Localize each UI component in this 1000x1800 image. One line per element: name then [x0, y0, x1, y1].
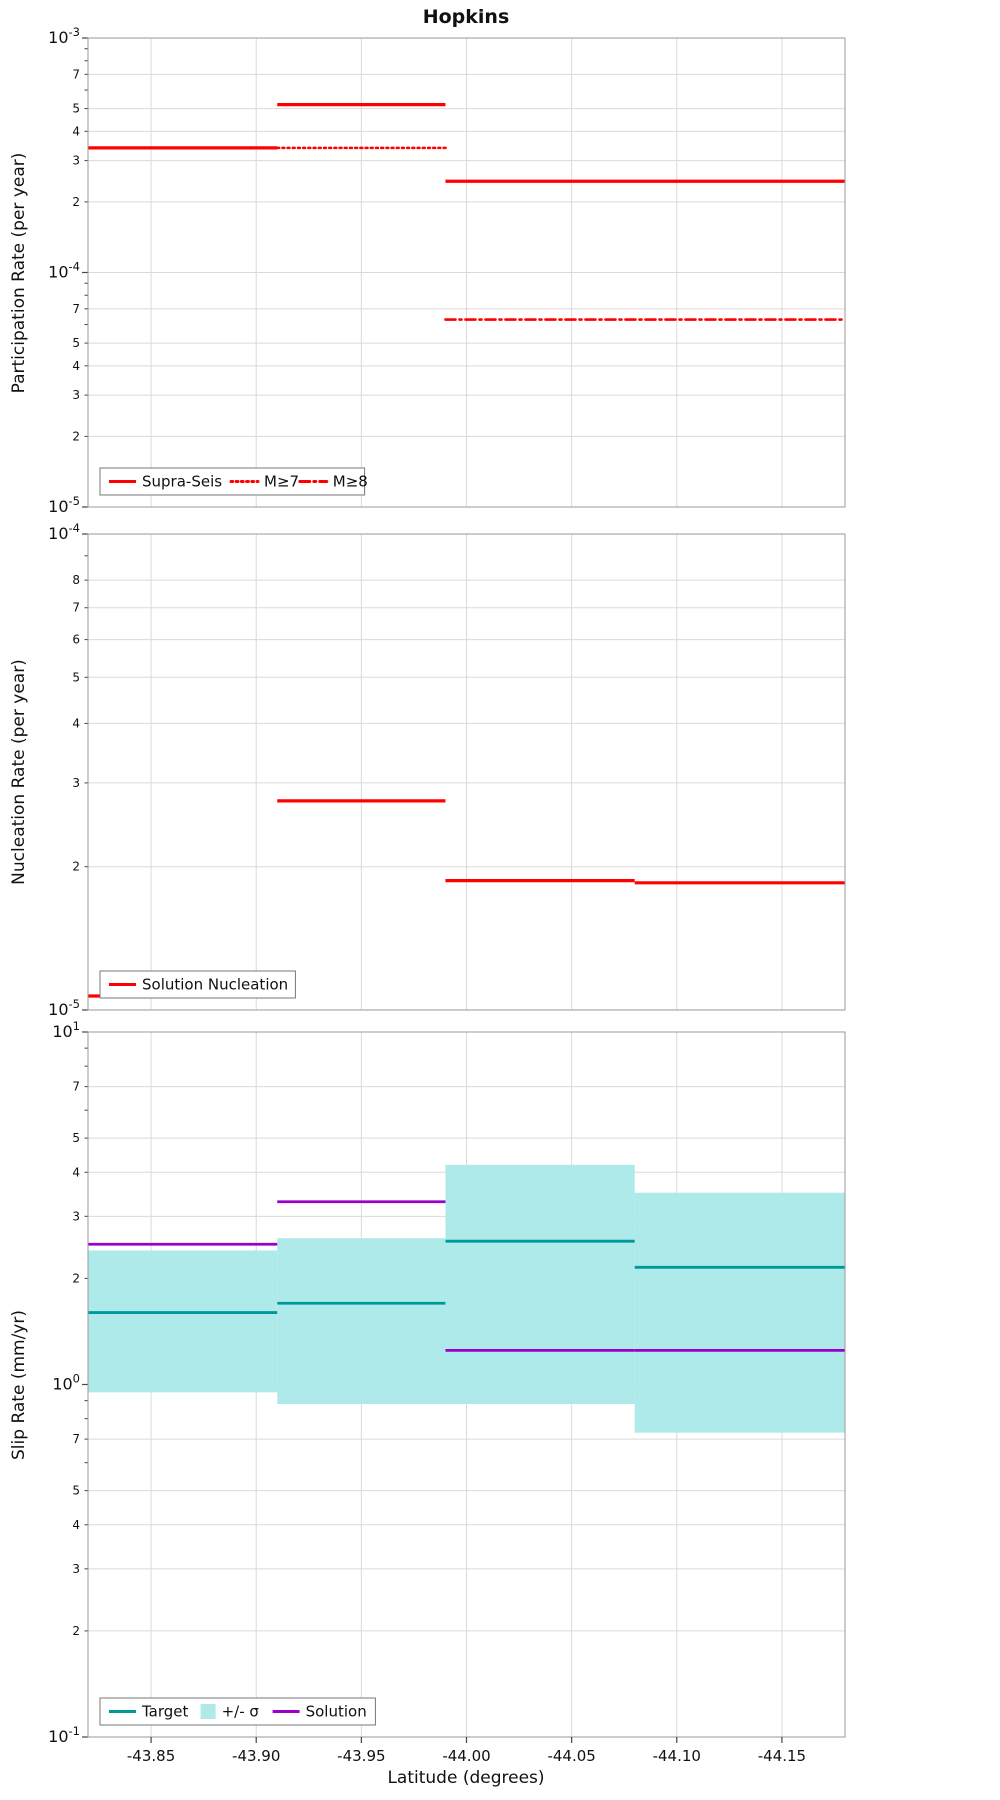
y-minor-tick-label: 3 — [72, 1209, 80, 1223]
nucleation-panel: 10-5 2 3 4 5 6 7 8 10-4 Solution Nucleation — [48, 521, 846, 1019]
y-axis: 10-5 2 3 4 5 7 10-4 2 3 4 5 7 10-3 — [48, 25, 88, 516]
y-tick-label: 10-5 — [48, 997, 80, 1019]
x-axis-title: Latitude (degrees) — [387, 1768, 545, 1788]
y-minor-tick-label: 4 — [72, 124, 80, 138]
y-axis: 10-1 2 3 4 5 7 100 2 3 4 5 7 101 — [48, 1019, 88, 1746]
y-minor-tick-label: 5 — [72, 102, 80, 116]
y-tick-label: 10-3 — [48, 25, 80, 47]
y-minor-tick-label: 3 — [72, 154, 80, 168]
y-minor-tick-label: 4 — [72, 1165, 80, 1179]
y-minor-tick-label: 6 — [72, 633, 80, 647]
x-tick-label: -44.05 — [547, 1747, 595, 1765]
y-minor-tick-label: 8 — [72, 573, 80, 587]
y-tick-label: 10-4 — [48, 260, 80, 282]
y-minor-tick-label: 3 — [72, 388, 80, 402]
y-minor-tick-label: 2 — [72, 860, 80, 874]
legend: Target +/- σ Solution — [99, 1697, 376, 1726]
series-supra-seis — [88, 102, 845, 183]
y-minor-tick-label: 3 — [72, 776, 80, 790]
y-minor-tick-label: 7 — [72, 302, 80, 316]
participation-panel: 10-5 2 3 4 5 7 10-4 2 3 4 5 7 10-3 Supra-Seis M≥7 M≥8 — [48, 25, 847, 516]
slip-rate-panel: 10-1 2 3 4 5 7 100 2 3 4 5 7 101 Target +/- σ Solution — [48, 1019, 846, 1746]
uncertainty-band — [88, 1164, 845, 1433]
y-minor-tick-label: 2 — [72, 429, 80, 443]
y-minor-tick-label: 7 — [72, 1432, 80, 1446]
y-tick-label: 10-5 — [48, 494, 80, 516]
y-axis: 10-5 2 3 4 5 6 7 8 10-4 — [48, 521, 88, 1019]
y-minor-tick-label: 2 — [72, 1624, 80, 1638]
y-minor-tick-label: 5 — [72, 670, 80, 684]
legend-label: M≥7 — [264, 473, 299, 491]
y-minor-tick-label: 5 — [72, 1131, 80, 1145]
legend: Supra-Seis M≥7 M≥8 — [99, 467, 368, 496]
y-tick-label: 100 — [52, 1372, 80, 1394]
y-minor-tick-label: 5 — [72, 336, 80, 350]
x-tick-label: -43.95 — [337, 1747, 385, 1765]
x-tick-label: -43.85 — [127, 1747, 175, 1765]
x-tick-label: -44.00 — [442, 1747, 490, 1765]
y-tick-label: 101 — [52, 1019, 80, 1041]
legend-label: Solution — [306, 1703, 367, 1721]
y-minor-tick-label: 5 — [72, 1484, 80, 1498]
legend-label: Solution Nucleation — [142, 976, 288, 994]
legend: Solution Nucleation — [99, 970, 296, 999]
y-tick-label: 10-4 — [48, 521, 80, 543]
legend-band-swatch — [200, 1704, 216, 1719]
y-minor-tick-label: 4 — [72, 359, 80, 373]
y-tick-label: 10-1 — [48, 1724, 80, 1746]
legend-label: Target — [141, 1703, 189, 1721]
x-tick-label: -43.90 — [232, 1747, 280, 1765]
y-minor-tick-label: 4 — [72, 716, 80, 730]
y-minor-tick-label: 3 — [72, 1562, 80, 1576]
y-minor-tick-label: 7 — [72, 601, 80, 615]
x-tick-label: -44.10 — [653, 1747, 701, 1765]
legend-label: M≥8 — [333, 473, 368, 491]
legend-label: +/- σ — [222, 1703, 260, 1721]
y-minor-tick-label: 2 — [72, 195, 80, 209]
x-axis: -43.85 -43.90 -43.95 -44.00 -44.05 -44.10 -44.… — [127, 1737, 806, 1765]
y-minor-tick-label: 4 — [72, 1518, 80, 1532]
y-minor-tick-label: 7 — [72, 1080, 80, 1094]
series-target — [88, 1239, 845, 1314]
y-minor-tick-label: 2 — [72, 1271, 80, 1285]
x-tick-label: -44.15 — [758, 1747, 806, 1765]
legend-label: Supra-Seis — [142, 473, 222, 491]
series-solution — [88, 1200, 845, 1352]
y-minor-tick-label: 7 — [72, 67, 80, 81]
chart-title: Hopkins — [422, 6, 510, 28]
